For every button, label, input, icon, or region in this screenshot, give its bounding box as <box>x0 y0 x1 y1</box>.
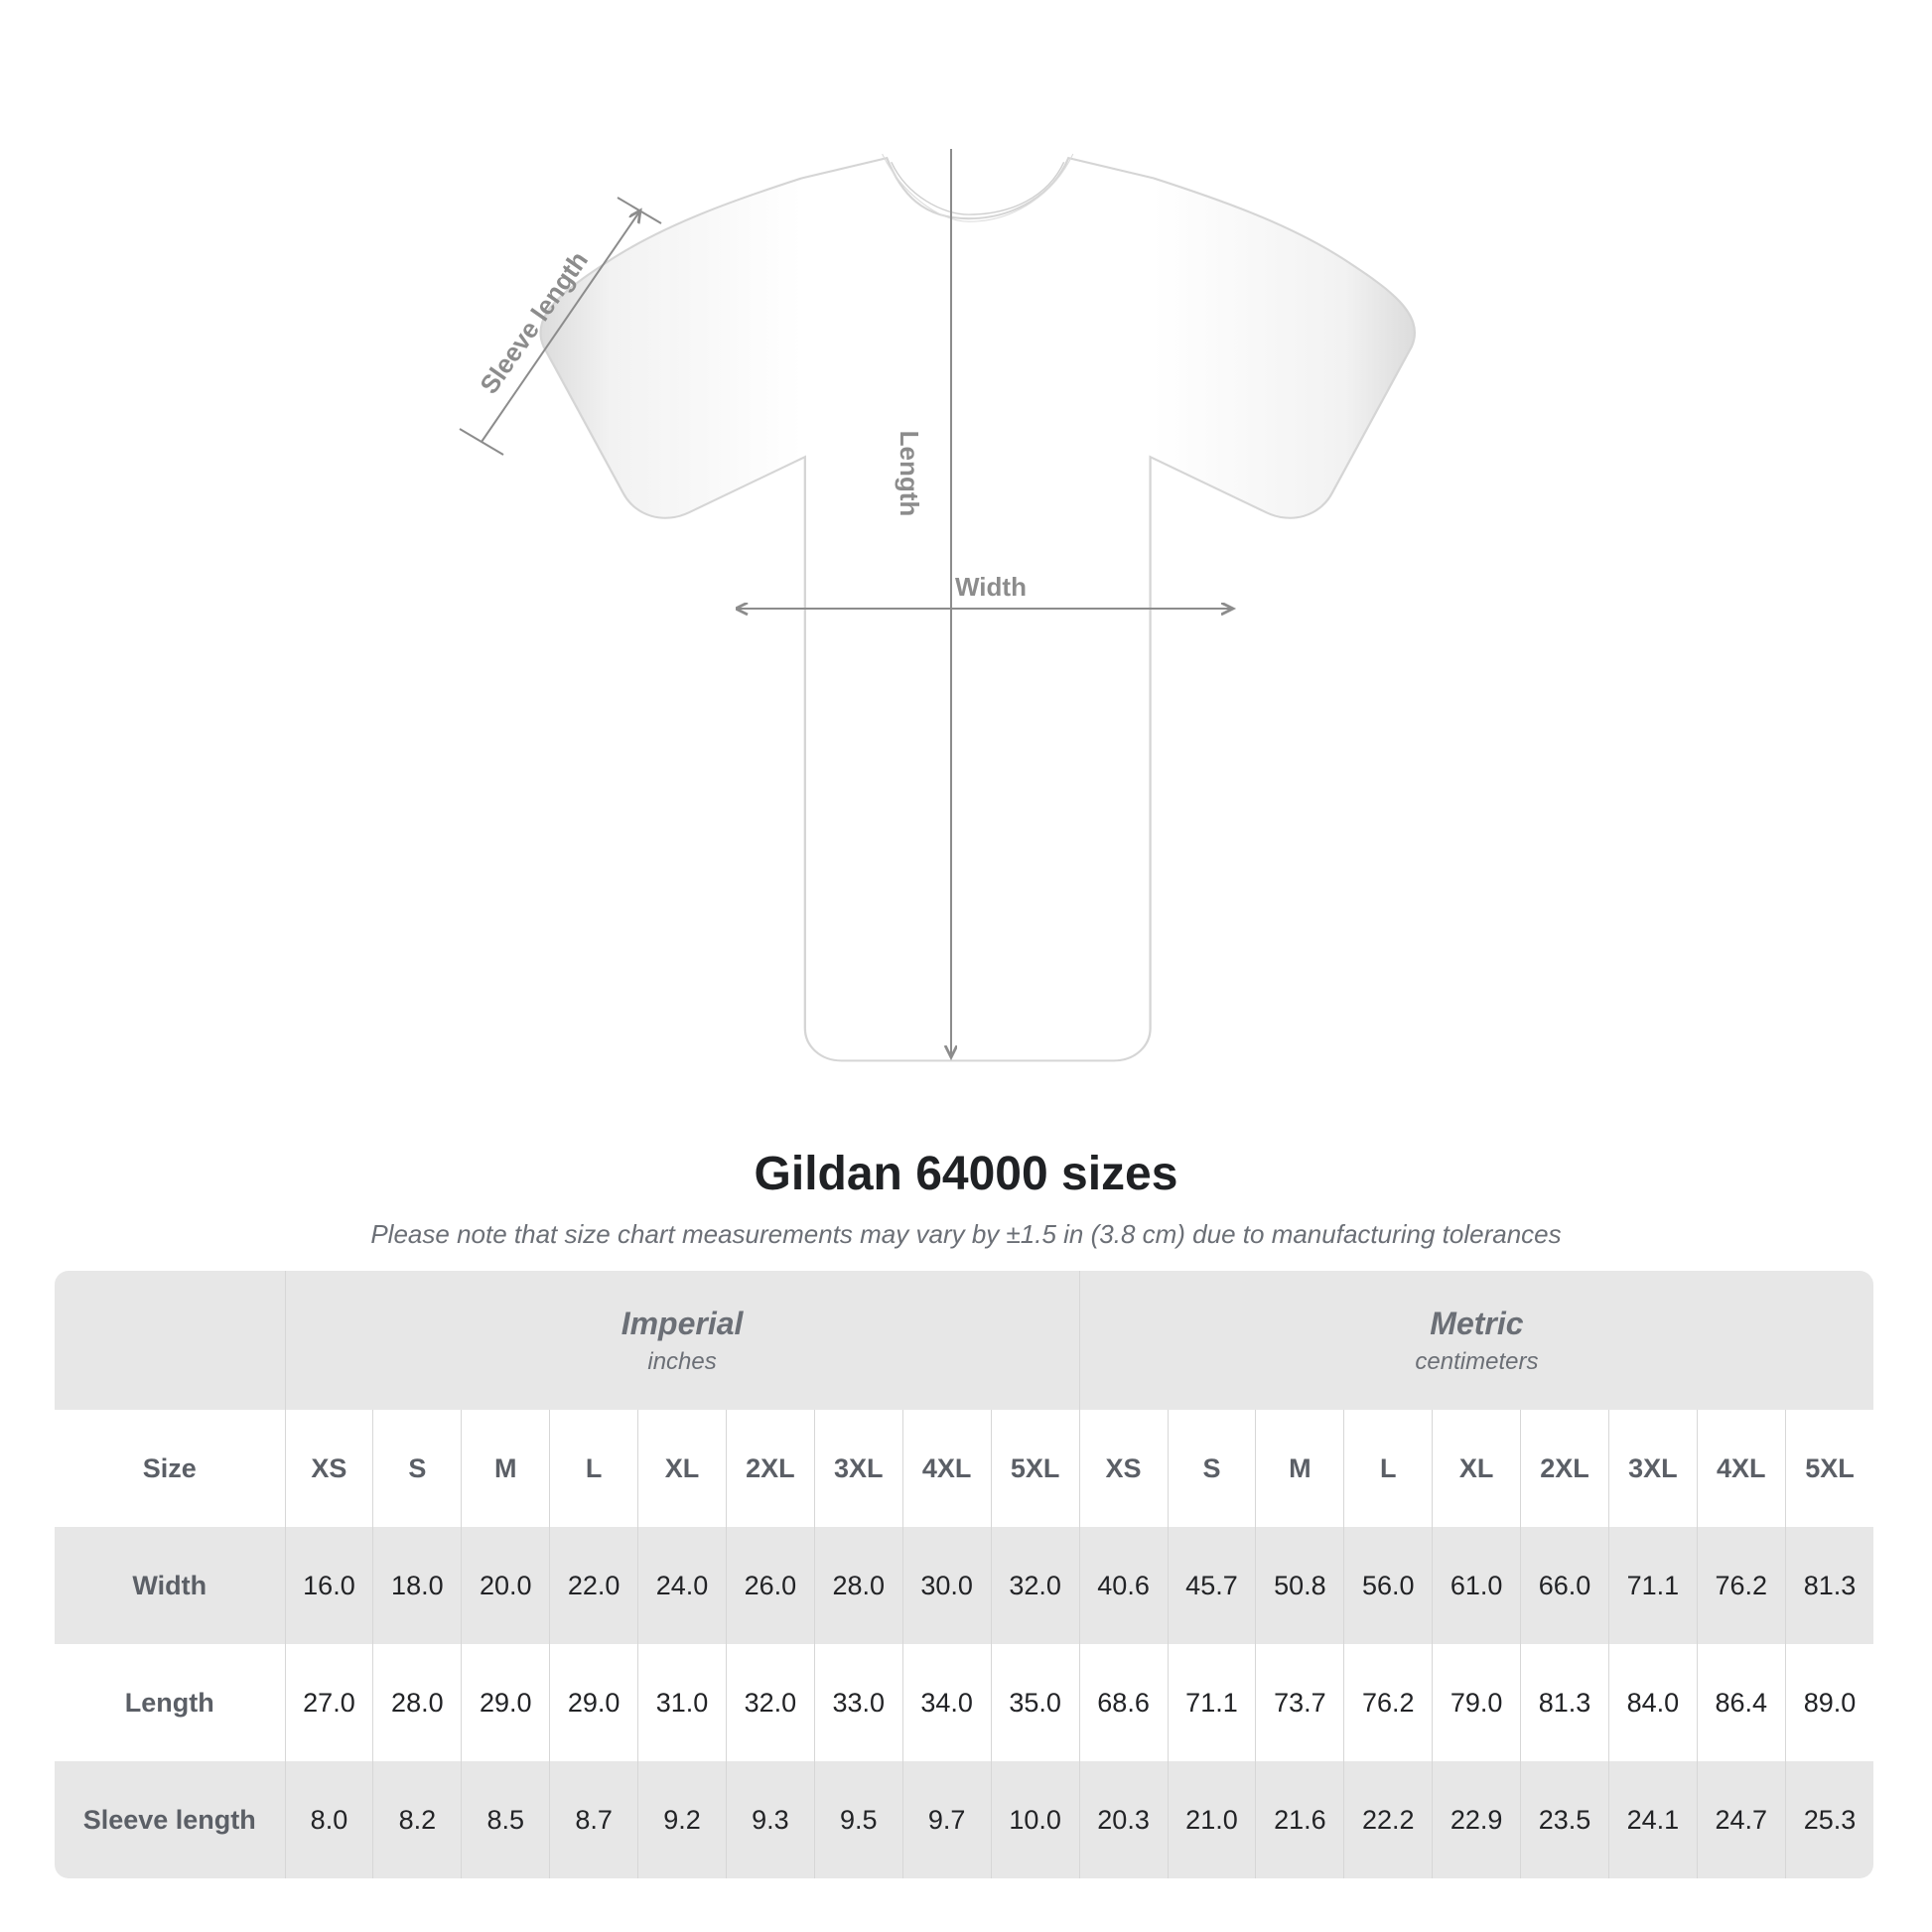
svg-text:Length: Length <box>895 431 924 517</box>
svg-text:Width: Width <box>955 572 1027 602</box>
